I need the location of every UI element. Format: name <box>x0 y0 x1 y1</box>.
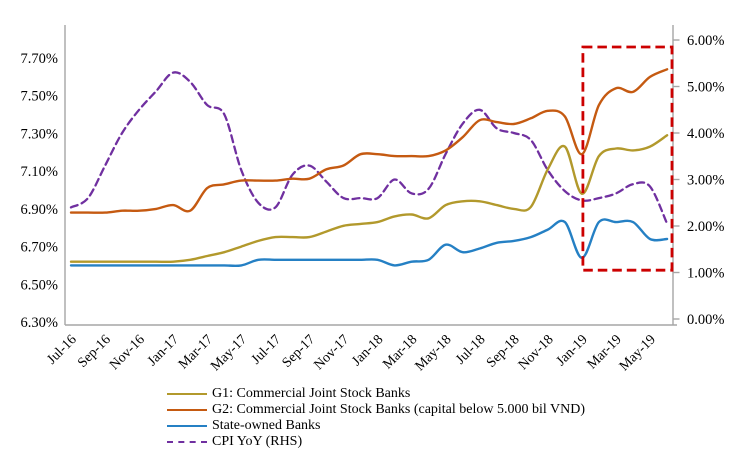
x-axis-tick-label: Sep-16 <box>75 332 114 371</box>
series-line-state-owned <box>69 218 669 268</box>
series-line-g1 <box>69 134 669 264</box>
axis-frame <box>64 25 677 326</box>
left-axis-tick-label: 6.70% <box>21 240 58 256</box>
x-axis-tick-label: Nov-17 <box>311 332 352 373</box>
legend-label-g2: G2: Commercial Joint Stock Banks (capita… <box>212 402 586 417</box>
axis-lines <box>64 25 677 326</box>
right-axis-tick-label: 3.00% <box>687 173 724 189</box>
left-axis-tick-label: 6.90% <box>21 202 58 218</box>
x-axis-tick-label: Jul-18 <box>453 332 488 367</box>
legend-item-cpi: CPI YoY (RHS) <box>167 434 585 450</box>
highlight-box <box>581 45 674 272</box>
series-line-cpi <box>69 71 669 225</box>
right-axis-tick-label: 4.00% <box>687 126 724 142</box>
x-axis-tick-label: May-18 <box>413 332 455 374</box>
highlight-box-annotation <box>581 45 674 272</box>
x-axis-tick-label: Jul-17 <box>249 332 284 367</box>
x-axis-tick-labels: Jul-16Sep-16Nov-16Jan-17Mar-17May-17Jul-… <box>44 332 658 374</box>
x-axis-tick-label: Jan-18 <box>349 332 386 369</box>
right-axis-tick-label: 1.00% <box>687 266 724 282</box>
legend-label-cpi: CPI YoY (RHS) <box>212 434 303 449</box>
x-axis-tick-label: Nov-18 <box>516 332 557 373</box>
left-axis-tick-labels: 6.30% 6.50% 6.70% 6.90% 7.10% 7.30% 7.50% 7.70% <box>21 51 58 331</box>
left-axis-tick-label: 6.50% <box>21 277 58 293</box>
right-axis-tick-labels: 0.00% 1.00% 2.00% 3.00% 4.00% 5.00% 6.00% <box>673 33 724 328</box>
left-axis-tick-label: 7.50% <box>21 89 58 105</box>
legend-swatch-state-owned <box>167 425 207 427</box>
x-axis-tick-label: Nov-16 <box>107 332 148 373</box>
left-axis-tick-label: 7.70% <box>21 51 58 67</box>
legend-swatch-g1 <box>167 393 207 395</box>
x-axis-tick-label: May-17 <box>208 332 250 374</box>
x-axis-tick-label: May-19 <box>617 332 659 374</box>
x-axis-tick-label: Jan-17 <box>145 332 182 369</box>
series-line-g2 <box>69 68 669 214</box>
legend-label-state-owned: State-owned Banks <box>212 418 321 433</box>
legend-item-g1: G1: Commercial Joint Stock Banks <box>167 386 585 402</box>
x-axis-tick-label: Sep-17 <box>280 332 319 371</box>
left-axis-tick-label: 7.30% <box>21 126 58 142</box>
legend-swatch-g2 <box>167 409 207 411</box>
left-axis-tick-label: 6.30% <box>21 315 58 331</box>
left-axis-tick-label: 7.10% <box>21 164 58 180</box>
x-axis-tick-label: Jul-16 <box>44 332 79 367</box>
right-axis-tick-label: 5.00% <box>687 80 724 96</box>
x-axis-tick-label: Jan-19 <box>554 332 591 369</box>
deposit-rates-cpi-line-chart: 6.30% 6.50% 6.70% 6.90% 7.10% 7.30% 7.50% 7.70%… <box>21 25 724 374</box>
legend-item-state-owned: State-owned Banks <box>167 418 585 434</box>
x-axis-tick-label: Sep-18 <box>484 332 523 371</box>
right-axis-tick-label: 6.00% <box>687 33 724 49</box>
legend-swatch-cpi <box>167 441 207 443</box>
legend-item-g2: G2: Commercial Joint Stock Banks (capita… <box>167 402 585 418</box>
legend: G1: Commercial Joint Stock Banks G2: Com… <box>167 386 585 450</box>
data-series-lines <box>69 68 669 268</box>
right-axis-tick-label: 2.00% <box>687 219 724 235</box>
right-axis-tick-label: 0.00% <box>687 312 724 328</box>
legend-label-g1: G1: Commercial Joint Stock Banks <box>212 386 411 401</box>
